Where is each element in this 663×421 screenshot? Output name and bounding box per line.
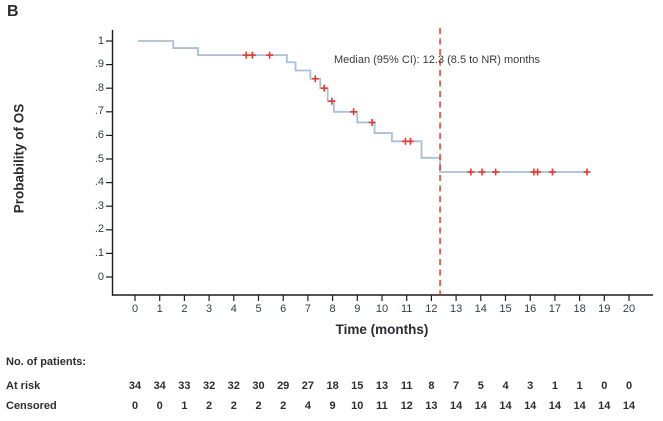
censored-value: 14: [548, 400, 562, 412]
risk-row-label-at-risk: At risk: [6, 380, 41, 392]
at-risk-value: 1: [576, 380, 583, 392]
at-risk-value: 34: [128, 380, 142, 392]
y-tick-label: .2: [94, 223, 104, 236]
at-risk-value: 4: [502, 380, 509, 392]
y-tick-label: .5: [94, 152, 104, 165]
at-risk-value: 32: [227, 380, 240, 392]
at-risk-value: 3: [527, 380, 534, 392]
censored-value: 2: [280, 400, 287, 412]
y-tick-label: 1: [97, 34, 104, 47]
at-risk-value: 18: [326, 380, 339, 392]
at-risk-value: 27: [301, 380, 315, 392]
y-tick-label: .6: [94, 128, 104, 141]
x-tick-label: 0: [131, 303, 139, 315]
at-risk-value: 1: [551, 380, 558, 392]
censored-value: 14: [449, 400, 463, 412]
at-risk-value: 13: [375, 380, 389, 392]
y-tick-label: .7: [94, 105, 104, 118]
at-risk-value: 11: [400, 380, 413, 392]
censored-value: 9: [329, 400, 336, 412]
censored-value: 12: [400, 400, 413, 412]
censored-value: 14: [622, 400, 636, 412]
censored-value: 11: [376, 400, 388, 412]
x-tick-label: 13: [449, 303, 463, 315]
censored-value: 1: [181, 400, 188, 412]
x-tick-label: 2: [181, 303, 188, 315]
median-annotation: Median (95% CI): 12.3 (8.5 to NR) months: [334, 54, 541, 66]
y-tick-label: .3: [94, 199, 104, 212]
y-tick-label: .4: [94, 176, 104, 189]
risk-table-title: No. of patients:: [6, 356, 87, 368]
x-tick-label: 19: [598, 303, 611, 315]
censored-value: 13: [425, 400, 438, 412]
censored-value: 14: [573, 400, 586, 412]
at-risk-value: 33: [178, 380, 191, 392]
at-risk-value: 34: [153, 380, 166, 392]
censored-value: 2: [255, 400, 262, 412]
at-risk-value: 32: [202, 380, 216, 392]
censored-value: 4: [304, 400, 311, 412]
x-tick-label: 6: [280, 303, 287, 315]
x-tick-label: 17: [548, 303, 562, 315]
censored-value: 10: [351, 400, 364, 412]
x-tick-label: 18: [573, 303, 586, 315]
x-tick-label: 15: [499, 303, 512, 315]
at-risk-value: 5: [477, 380, 484, 392]
at-risk-value: 0: [601, 380, 608, 392]
at-risk-value: 15: [351, 380, 364, 392]
at-risk-value: 29: [277, 380, 290, 392]
censored-value: 14: [499, 400, 512, 412]
at-risk-value: 8: [428, 380, 435, 392]
x-tick-label: 20: [622, 303, 636, 315]
panel-label: B: [7, 3, 19, 20]
x-tick-label: 16: [524, 303, 537, 315]
censored-value: 14: [598, 400, 611, 412]
y-tick-label: 0: [97, 270, 104, 283]
censored-value: 0: [131, 400, 139, 412]
x-tick-label: 7: [304, 303, 311, 315]
at-risk-value: 7: [453, 380, 460, 392]
risk-row-label-censored: Censored: [6, 400, 57, 412]
y-tick-label: .9: [94, 58, 104, 71]
x-tick-label: 11: [400, 303, 413, 315]
x-tick-label: 4: [230, 303, 237, 315]
x-tick-label: 10: [375, 303, 389, 315]
x-tick-label: 9: [354, 303, 361, 315]
censored-value: 14: [474, 400, 487, 412]
at-risk-value: 30: [252, 380, 265, 392]
x-tick-label: 1: [156, 303, 163, 315]
x-axis-title: Time (months): [335, 322, 429, 337]
censored-value: 2: [206, 400, 213, 412]
censored-value: 2: [230, 400, 237, 412]
x-tick-label: 12: [425, 303, 438, 315]
x-tick-label: 8: [329, 303, 336, 315]
x-tick-label: 14: [474, 303, 487, 315]
y-tick-label: .1: [94, 246, 104, 259]
x-tick-label: 3: [206, 303, 213, 315]
x-tick-label: 5: [255, 303, 262, 315]
y-tick-label: .8: [94, 81, 104, 94]
censored-value: 14: [524, 400, 537, 412]
censored-value: 0: [156, 400, 163, 412]
at-risk-value: 0: [625, 380, 633, 392]
